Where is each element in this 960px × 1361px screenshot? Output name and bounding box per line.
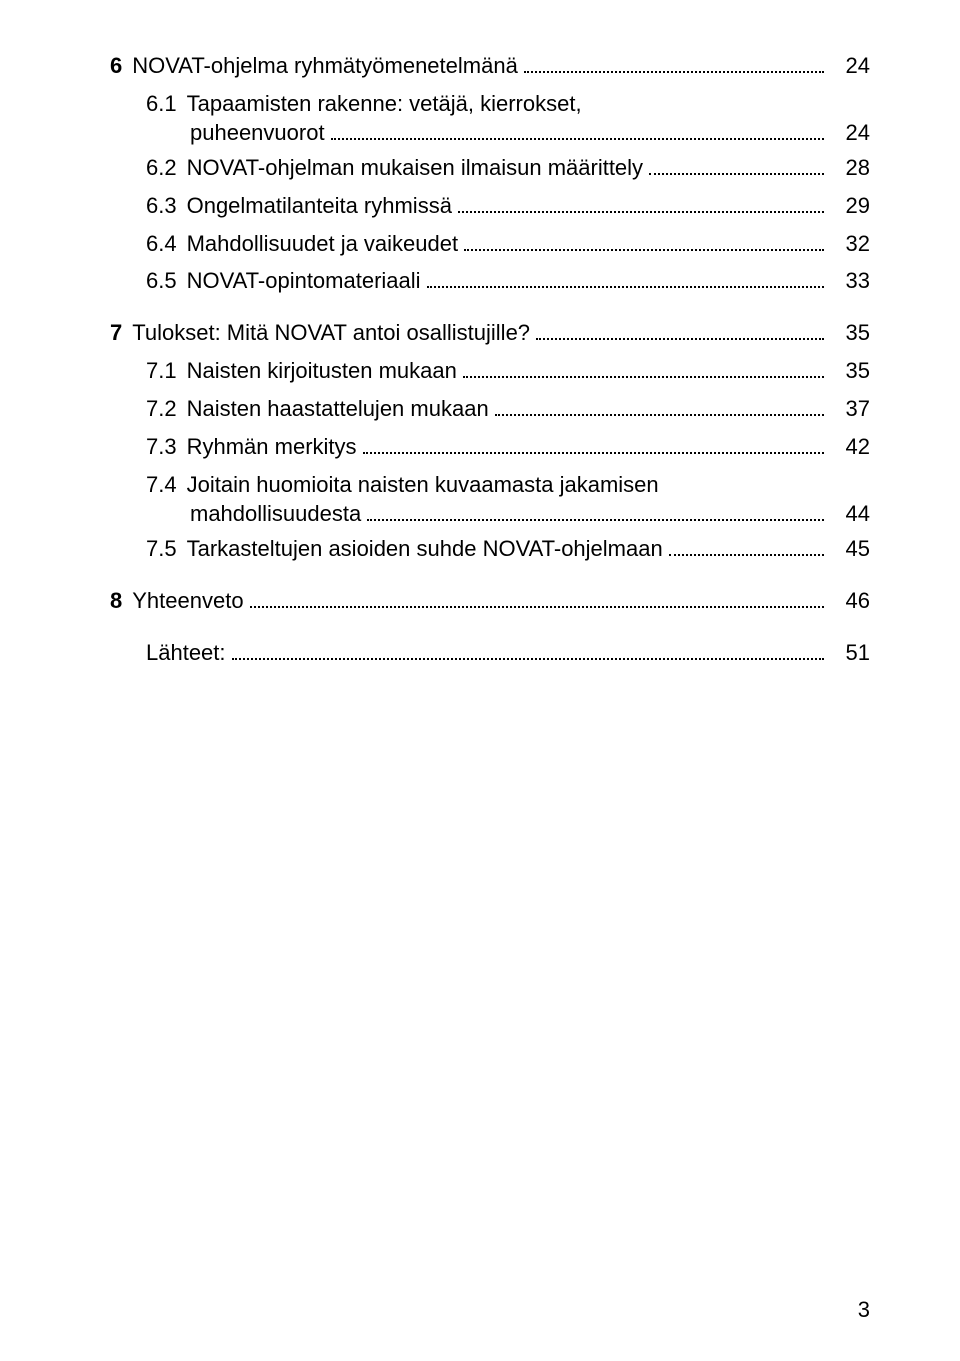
toc-page-number: 45 bbox=[830, 533, 870, 565]
toc-number: 7.2 bbox=[146, 393, 187, 425]
toc-entry: 6NOVAT-ohjelma ryhmätyömenetelmänä 24 bbox=[110, 50, 870, 82]
toc-entry: 6.3Ongelmatilanteita ryhmissä 29 bbox=[146, 190, 870, 222]
toc-entry: 7.4Joitain huomioita naisten kuvaamasta … bbox=[146, 469, 870, 501]
toc-leader-dots bbox=[524, 71, 824, 73]
toc-title: Ongelmatilanteita ryhmissä bbox=[187, 190, 452, 222]
toc-title: Tapaamisten rakenne: vetäjä, kierrokset, bbox=[187, 88, 582, 120]
toc-leader-dots bbox=[669, 554, 824, 556]
toc-page-number: 35 bbox=[830, 317, 870, 349]
toc-page: 6NOVAT-ohjelma ryhmätyömenetelmänä246.1T… bbox=[0, 0, 960, 1361]
toc-leader-dots bbox=[427, 286, 824, 288]
toc-number: 6.3 bbox=[146, 190, 187, 222]
toc-leader-dots bbox=[649, 173, 824, 175]
toc-leader-dots bbox=[458, 211, 824, 213]
toc-page-number: 46 bbox=[830, 585, 870, 617]
toc-page-number: 29 bbox=[830, 190, 870, 222]
toc-number: 7.1 bbox=[146, 355, 187, 387]
toc-entry: 7.5Tarkasteltujen asioiden suhde NOVAT-o… bbox=[146, 533, 870, 565]
toc-leader-dots bbox=[536, 338, 824, 340]
toc-entry: 6.2NOVAT-ohjelman mukaisen ilmaisun määr… bbox=[146, 152, 870, 184]
toc-page-number: 33 bbox=[830, 265, 870, 297]
toc-leader-dots bbox=[495, 414, 824, 416]
toc-leader-dots bbox=[363, 452, 824, 454]
toc-number: 6.1 bbox=[146, 88, 187, 120]
toc-title: Yhteenveto bbox=[132, 585, 243, 617]
toc-number: 8 bbox=[110, 585, 132, 617]
toc-entry: 6.5NOVAT-opintomateriaali 33 bbox=[146, 265, 870, 297]
toc-title: mahdollisuudesta bbox=[190, 501, 361, 527]
toc-entry: 8Yhteenveto 46 bbox=[110, 585, 870, 617]
toc-entry: 6.1Tapaamisten rakenne: vetäjä, kierroks… bbox=[146, 88, 870, 120]
toc-leader-dots bbox=[464, 249, 824, 251]
toc-leader-dots bbox=[331, 138, 824, 140]
toc-number: 6 bbox=[110, 50, 132, 82]
toc-entry: 7.2Naisten haastattelujen mukaan 37 bbox=[146, 393, 870, 425]
toc-gap bbox=[110, 303, 870, 317]
toc-entry-continuation: mahdollisuudesta 44 bbox=[190, 501, 870, 527]
toc-page-number: 37 bbox=[830, 393, 870, 425]
toc-title: Naisten haastattelujen mukaan bbox=[187, 393, 489, 425]
toc-page-number: 32 bbox=[830, 228, 870, 260]
toc-title: Tulokset: Mitä NOVAT antoi osallistujill… bbox=[132, 317, 530, 349]
toc-title: NOVAT-ohjelma ryhmätyömenetelmänä bbox=[132, 50, 518, 82]
toc-title: Ryhmän merkitys bbox=[187, 431, 357, 463]
toc-number: 7.4 bbox=[146, 469, 187, 501]
toc-number: 6.5 bbox=[146, 265, 187, 297]
toc-title: NOVAT-opintomateriaali bbox=[187, 265, 421, 297]
toc-number: 6.4 bbox=[146, 228, 187, 260]
toc-entry: 6.4Mahdollisuudet ja vaikeudet 32 bbox=[146, 228, 870, 260]
toc-leader-dots bbox=[463, 376, 824, 378]
toc-page-number: 28 bbox=[830, 152, 870, 184]
toc-page-number: 51 bbox=[830, 637, 870, 669]
toc-entry: Lähteet: 51 bbox=[146, 637, 870, 669]
page-number: 3 bbox=[858, 1297, 870, 1323]
toc-title: Joitain huomioita naisten kuvaamasta jak… bbox=[187, 469, 659, 501]
toc-entry: 7.1Naisten kirjoitusten mukaan 35 bbox=[146, 355, 870, 387]
toc-number: 7.3 bbox=[146, 431, 187, 463]
toc-page-number: 24 bbox=[830, 120, 870, 146]
toc-title: Mahdollisuudet ja vaikeudet bbox=[187, 228, 459, 260]
toc-gap bbox=[110, 571, 870, 585]
toc-title: Naisten kirjoitusten mukaan bbox=[187, 355, 457, 387]
toc-entry: 7.3Ryhmän merkitys 42 bbox=[146, 431, 870, 463]
toc-leader-dots bbox=[367, 519, 824, 521]
toc-title: NOVAT-ohjelman mukaisen ilmaisun määritt… bbox=[187, 152, 643, 184]
toc-gap bbox=[110, 623, 870, 637]
toc-page-number: 44 bbox=[830, 501, 870, 527]
toc-number: 6.2 bbox=[146, 152, 187, 184]
toc-title: puheenvuorot bbox=[190, 120, 325, 146]
toc-entry-continuation: puheenvuorot 24 bbox=[190, 120, 870, 146]
toc-leader-dots bbox=[250, 606, 824, 608]
table-of-contents: 6NOVAT-ohjelma ryhmätyömenetelmänä246.1T… bbox=[110, 50, 870, 668]
toc-page-number: 35 bbox=[830, 355, 870, 387]
toc-number: 7.5 bbox=[146, 533, 187, 565]
toc-page-number: 24 bbox=[830, 50, 870, 82]
toc-page-number: 42 bbox=[830, 431, 870, 463]
toc-title: Lähteet: bbox=[146, 637, 226, 669]
toc-number: 7 bbox=[110, 317, 132, 349]
toc-leader-dots bbox=[232, 658, 824, 660]
toc-title: Tarkasteltujen asioiden suhde NOVAT-ohje… bbox=[187, 533, 663, 565]
toc-entry: 7Tulokset: Mitä NOVAT antoi osallistujil… bbox=[110, 317, 870, 349]
